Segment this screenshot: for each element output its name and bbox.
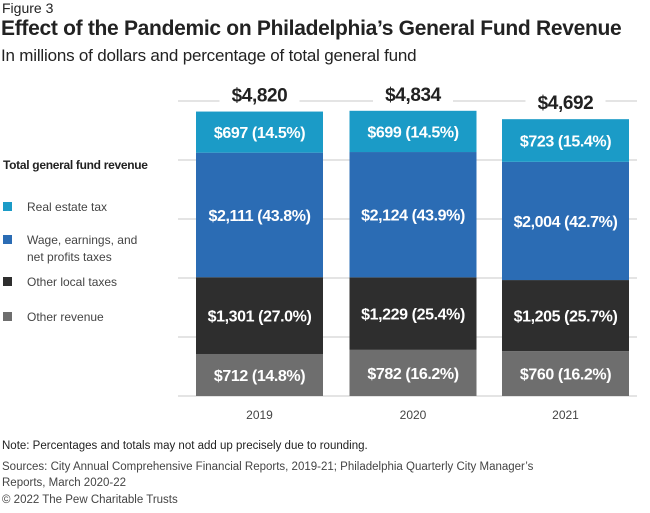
data-label: $1,205 (25.7%) (514, 309, 618, 326)
chart-title: Effect of the Pandemic on Philadelphia’s… (1, 17, 622, 40)
legend-item-other-revenue: Other revenue (3, 309, 104, 326)
total-label-background (525, 85, 606, 114)
bar-segment (196, 277, 323, 354)
legend-item-real-estate-tax: Real estate tax (3, 199, 107, 216)
bar-segment (196, 353, 323, 396)
bar-segment (349, 110, 477, 153)
bar-segment (196, 152, 323, 278)
legend-label: Real estate tax (27, 200, 108, 214)
legend-label: Other revenue (27, 310, 104, 324)
bar-segment (502, 119, 629, 162)
data-label: $697 (14.5%) (214, 125, 305, 142)
legend-swatch (3, 277, 12, 286)
data-label: $760 (16.2%) (520, 367, 611, 384)
chart-subtitle: In millions of dollars and percentage of… (1, 46, 417, 65)
stacked-bar-chart: $712 (14.8%) $1,301 (27.0%) $2,111 (43.8%)… (178, 76, 637, 422)
legend-swatch (3, 202, 12, 211)
data-label: $1,229 (25.4%) (361, 307, 465, 324)
legend-item-wage-taxes: Wage, earnings, and net profits taxes (3, 232, 137, 266)
sources: Sources: City Annual Comprehensive Finan… (2, 461, 534, 489)
total-label: $4,692 (538, 93, 594, 114)
legend-swatch (3, 312, 12, 321)
legend-label: Wage, earnings, and net profits taxes (27, 233, 138, 264)
total-label-background (219, 77, 300, 106)
copyright: © 2022 The Pew Charitable Trusts (2, 494, 178, 506)
data-label: $1,301 (27.0%) (208, 309, 312, 326)
total-label-background (373, 76, 453, 105)
bar-segment (502, 161, 629, 281)
total-label: $4,820 (232, 86, 288, 107)
bar-segment (349, 277, 477, 350)
bar-segment (502, 351, 629, 396)
legend-title: Total general fund revenue (3, 158, 148, 172)
legend-swatch (3, 235, 12, 244)
figure-label: Figure 3 (2, 0, 54, 16)
data-label: $2,124 (43.9%) (361, 208, 465, 225)
data-label: $699 (14.5%) (367, 124, 458, 141)
total-label: $4,834 (385, 85, 442, 106)
x-tick-label: 2020 (400, 408, 427, 422)
x-tick-label: 2021 (552, 408, 579, 422)
note: Note: Percentages and totals may not add… (2, 440, 368, 452)
data-label: $723 (15.4%) (520, 134, 611, 151)
bar-segment (349, 152, 477, 278)
bar-segment (196, 111, 323, 153)
data-label: $2,111 (43.8%) (208, 208, 310, 225)
data-label: $712 (14.8%) (214, 368, 305, 385)
legend-item-other-local-taxes: Other local taxes (3, 274, 117, 291)
legend-label: Other local taxes (27, 275, 118, 289)
data-label: $2,004 (42.7%) (514, 214, 618, 231)
data-label: $782 (16.2%) (367, 366, 458, 383)
bar-segment (502, 280, 629, 352)
bar-segment (349, 349, 477, 396)
x-tick-label: 2019 (246, 408, 273, 422)
